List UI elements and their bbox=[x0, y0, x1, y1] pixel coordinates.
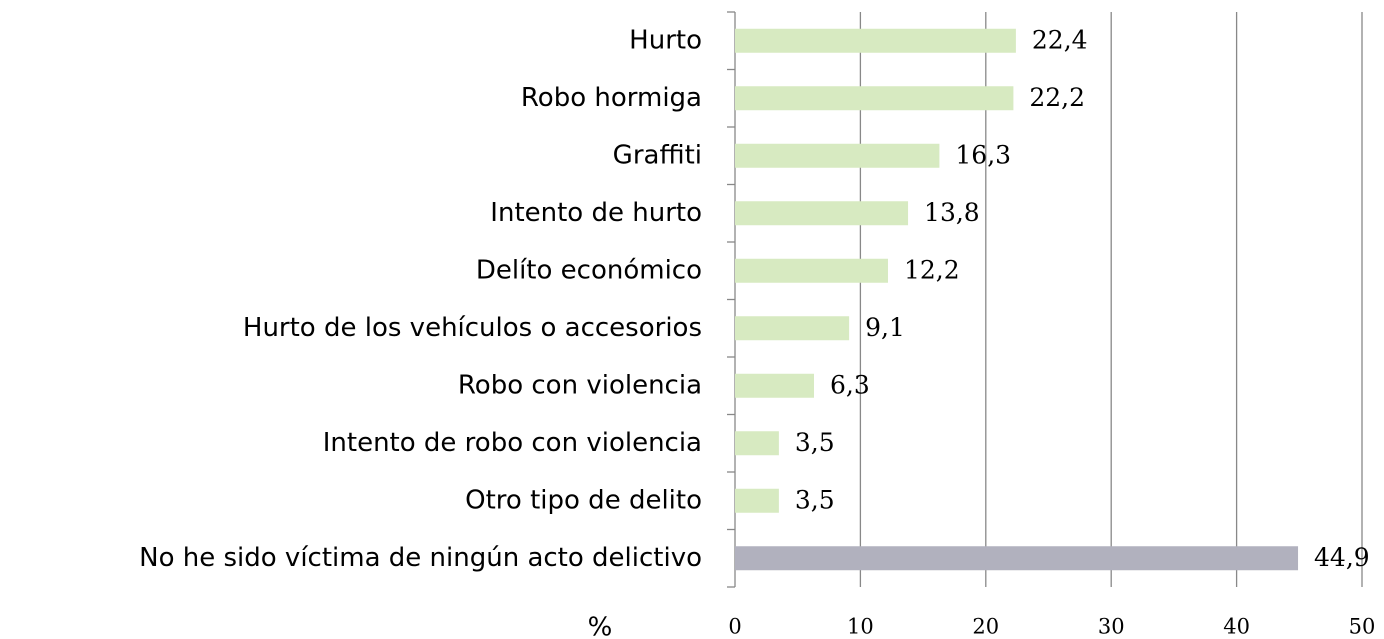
value-label: 6,3 bbox=[830, 370, 870, 399]
bar bbox=[735, 143, 940, 168]
bar bbox=[735, 316, 850, 341]
y-tick-label: Delíto económico bbox=[476, 255, 702, 285]
x-tick-label: 50 bbox=[1349, 615, 1376, 639]
bar bbox=[735, 373, 815, 398]
bar bbox=[735, 488, 779, 513]
y-tick-label: Intento de hurto bbox=[490, 198, 702, 228]
value-label: 13,8 bbox=[924, 198, 980, 227]
bar bbox=[735, 431, 779, 456]
y-tick-label: Robo hormiga bbox=[521, 83, 702, 113]
value-label: 16,3 bbox=[955, 140, 1011, 169]
x-tick-label: 40 bbox=[1223, 615, 1250, 639]
value-label: 3,5 bbox=[795, 485, 835, 514]
bar bbox=[735, 86, 1014, 111]
x-tick-label: 0 bbox=[728, 615, 741, 639]
bar bbox=[735, 201, 909, 226]
y-tick-label: Graffiti bbox=[613, 140, 702, 170]
value-label: 22,4 bbox=[1032, 25, 1088, 54]
y-tick-label: Intento de robo con violencia bbox=[323, 428, 702, 458]
value-label: 9,1 bbox=[865, 313, 905, 342]
y-tick-label: No he sido víctima de ningún acto delict… bbox=[139, 543, 702, 573]
y-tick-label: Robo con violencia bbox=[458, 370, 702, 400]
y-tick-label: Hurto bbox=[629, 25, 702, 55]
y-tick-label: Hurto de los vehículos o accesorios bbox=[243, 313, 702, 343]
y-tick-label: Otro tipo de delito bbox=[465, 485, 702, 515]
bar bbox=[735, 546, 1299, 571]
value-label: 22,2 bbox=[1029, 83, 1085, 112]
bar bbox=[735, 28, 1016, 53]
value-label: 44,9 bbox=[1314, 543, 1370, 572]
x-tick-label: 20 bbox=[972, 615, 999, 639]
value-label: 3,5 bbox=[795, 428, 835, 457]
bar bbox=[735, 258, 888, 283]
x-tick-label: 10 bbox=[847, 615, 874, 639]
value-label: 12,2 bbox=[904, 255, 960, 284]
x-axis-label: % bbox=[588, 613, 613, 639]
x-tick-label: 30 bbox=[1098, 615, 1125, 639]
